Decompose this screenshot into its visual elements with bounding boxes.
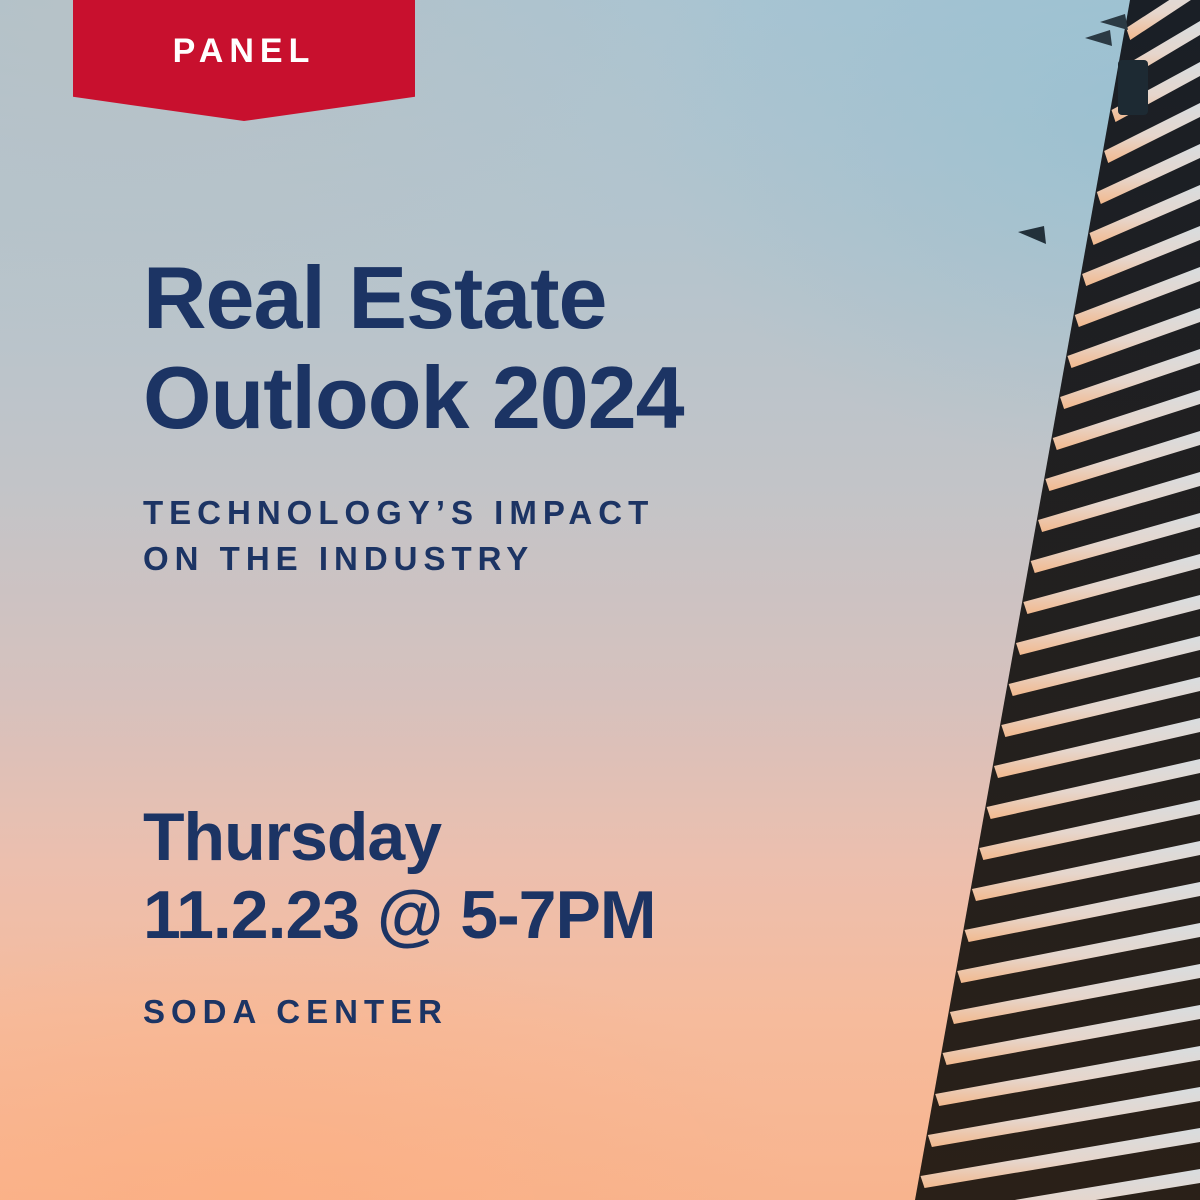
building-slat bbox=[949, 964, 1200, 1024]
building-slat bbox=[1082, 226, 1200, 286]
building-slat bbox=[1023, 554, 1200, 614]
building-slat bbox=[979, 800, 1200, 860]
building-slat bbox=[920, 1128, 1200, 1188]
building-slat bbox=[957, 923, 1200, 983]
building-slat bbox=[1096, 144, 1200, 204]
building-slat bbox=[1104, 103, 1200, 163]
roof-fixtures bbox=[1018, 14, 1148, 244]
building-slat bbox=[993, 718, 1200, 778]
category-banner: PANEL bbox=[73, 0, 415, 121]
building-slat bbox=[1016, 595, 1200, 655]
building-slat bbox=[942, 1005, 1200, 1065]
event-title-line-2: Outlook 2024 bbox=[143, 348, 685, 447]
building-slat bbox=[1067, 308, 1200, 368]
building-slat bbox=[1045, 431, 1200, 491]
event-subtitle-line-2: ON THE INDUSTRY bbox=[143, 540, 535, 577]
building-slat bbox=[1089, 185, 1200, 245]
event-date-time: 11.2.23 @ 5-7PM bbox=[143, 877, 656, 953]
event-subtitle: TECHNOLOGY’S IMPACT ON THE INDUSTRY bbox=[143, 490, 654, 582]
building-slat bbox=[1014, 1169, 1200, 1200]
event-subtitle-line-1: TECHNOLOGY’S IMPACT bbox=[143, 494, 655, 531]
building-slat bbox=[1074, 267, 1200, 327]
event-title-line-1: Real Estate bbox=[143, 248, 607, 347]
building-slat bbox=[964, 882, 1200, 942]
building-slat bbox=[927, 1087, 1200, 1147]
event-day: Thursday bbox=[143, 799, 442, 875]
building-slat bbox=[1030, 513, 1200, 573]
event-datetime: Thursday 11.2.23 @ 5-7PM bbox=[143, 798, 656, 954]
building-slat bbox=[1126, 0, 1191, 40]
building-slat bbox=[1052, 390, 1200, 450]
banner-label: PANEL bbox=[172, 32, 316, 70]
building-slat bbox=[935, 1046, 1200, 1106]
tower-slats bbox=[920, 0, 1200, 1200]
building-slat bbox=[1038, 472, 1200, 532]
event-venue: SODA CENTER bbox=[143, 993, 448, 1030]
building-slat bbox=[986, 759, 1200, 819]
building-slat bbox=[1008, 636, 1200, 696]
building-slat bbox=[1060, 349, 1200, 409]
building-slat bbox=[971, 841, 1200, 901]
building-slat bbox=[1001, 677, 1200, 737]
event-title: Real Estate Outlook 2024 bbox=[143, 248, 685, 448]
